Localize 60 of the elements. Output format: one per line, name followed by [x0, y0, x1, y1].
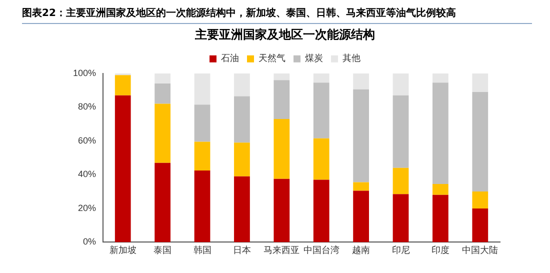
bar [274, 178, 290, 242]
bar [472, 73, 488, 92]
x-tick-label: 日本 [232, 244, 251, 256]
bar [194, 73, 210, 105]
bar [313, 73, 330, 83]
bar [114, 75, 131, 96]
bar [234, 73, 250, 96]
bar [392, 95, 409, 168]
x-tick-label: 印度 [431, 244, 450, 256]
chart-subtitle: 主要亚洲国家及地区一次能源结构 [194, 27, 375, 42]
bar [432, 184, 448, 195]
y-tick-label: 80% [78, 102, 96, 112]
bar [194, 142, 210, 170]
bar [154, 84, 171, 104]
bar [353, 182, 369, 191]
bar [392, 168, 409, 194]
y-tick-label: 40% [78, 169, 96, 180]
bar [194, 104, 210, 142]
bar [234, 96, 250, 143]
legend-label: 天然气 [258, 53, 286, 64]
bar [353, 89, 369, 182]
bar [392, 194, 409, 242]
bar [313, 82, 330, 138]
bar [234, 176, 250, 242]
bar [154, 104, 171, 163]
legend-label: 石油 [221, 53, 239, 64]
bar [194, 170, 210, 242]
x-tick-label: 中国大陆 [462, 244, 498, 256]
bar [392, 73, 409, 96]
bar [472, 92, 488, 192]
bar [432, 82, 448, 184]
x-tick-label: 越南 [352, 244, 370, 256]
x-tick-label: 新加坡 [109, 244, 136, 256]
x-tick-label: 中国台湾 [303, 244, 340, 256]
bar [274, 118, 290, 179]
x-tick-label: 泰国 [154, 244, 172, 256]
y-tick-label: 100% [72, 68, 96, 78]
bar [472, 192, 488, 208]
bar [313, 180, 330, 242]
bar [472, 208, 488, 242]
bar [274, 73, 290, 80]
bar [432, 73, 448, 83]
x-tick-label: 印尼 [392, 244, 410, 256]
bar [353, 190, 369, 242]
bar [274, 80, 290, 119]
y-tick-label: 20% [78, 202, 96, 213]
bar [154, 73, 171, 84]
legend-label: 其他 [342, 53, 360, 64]
bar [234, 142, 250, 176]
bar [313, 138, 330, 180]
bar [432, 194, 448, 242]
y-tick-label: 0% [83, 236, 96, 247]
y-tick-label: 60% [78, 135, 96, 146]
chart-title: 图表22：主要亚洲国家及地区的一次能源结构中，新加坡、泰国、日韩、马来西亚等油气比例较高 [22, 6, 532, 24]
bar [353, 73, 369, 90]
bar [114, 95, 131, 242]
bar [154, 162, 171, 242]
x-tick-label: 韩国 [193, 244, 212, 256]
x-tick-label: 马来西亚 [264, 244, 300, 256]
legend-label: 煤炭 [305, 53, 323, 64]
